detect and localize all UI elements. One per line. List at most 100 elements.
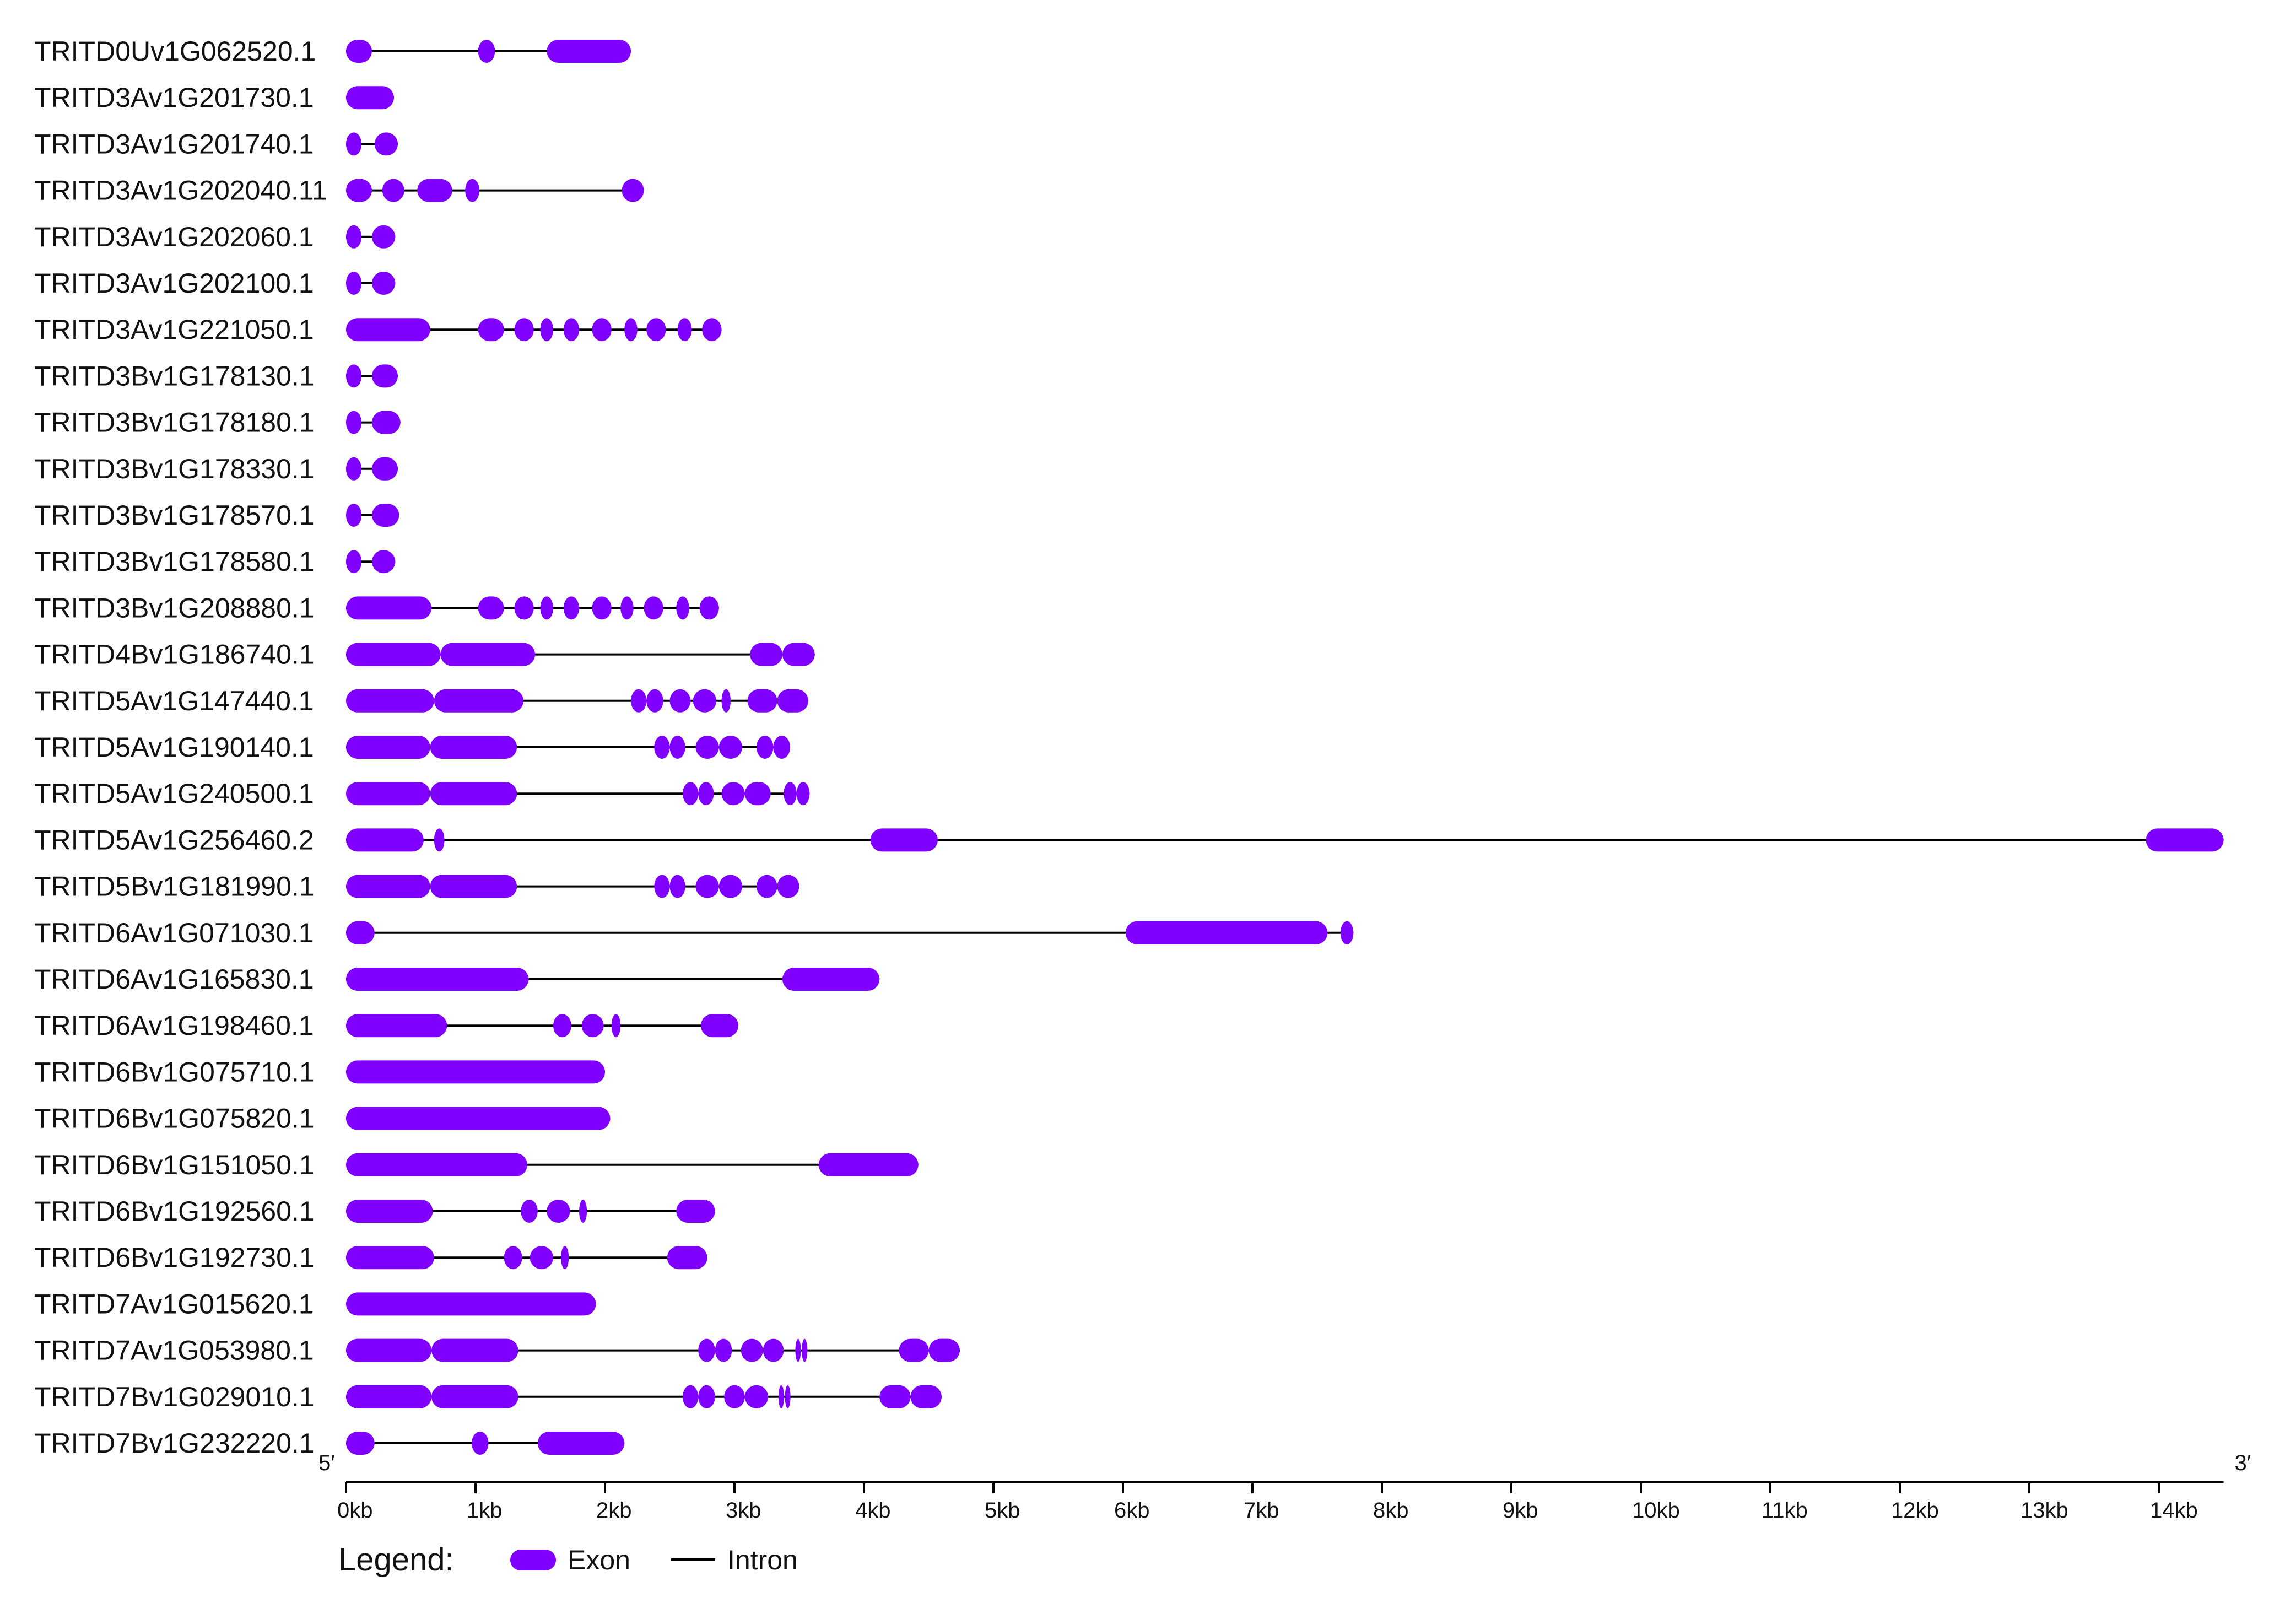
exon-block bbox=[346, 1246, 434, 1270]
exon-block bbox=[417, 179, 452, 202]
gene-name-label: TRITD3Bv1G178570.1 bbox=[34, 500, 315, 531]
gene-row: TRITD5Av1G190140.1 bbox=[34, 732, 791, 763]
exon-block bbox=[478, 596, 504, 620]
exon-block bbox=[346, 225, 362, 249]
gene-row: TRITD3Bv1G178580.1 bbox=[34, 546, 396, 577]
gene-row: TRITD3Av1G202100.1 bbox=[34, 268, 396, 299]
gene-row: TRITD7Bv1G029010.1 bbox=[34, 1381, 942, 1412]
exon-block bbox=[700, 1014, 739, 1038]
axis-tick-label: 11kb bbox=[1762, 1498, 1808, 1523]
exon-block bbox=[471, 1432, 489, 1455]
gene-row: TRITD5Av1G147440.1 bbox=[34, 686, 808, 716]
axis-tick-label: 10kb bbox=[1632, 1498, 1680, 1523]
gene-name-label: TRITD7Av1G053980.1 bbox=[34, 1335, 314, 1366]
exon-block bbox=[346, 1338, 432, 1362]
exon-block bbox=[431, 1385, 518, 1408]
exon-block bbox=[750, 643, 782, 666]
gene-name-label: TRITD3Av1G221050.1 bbox=[34, 314, 314, 345]
axis-tick-label: 4kb bbox=[855, 1498, 891, 1523]
exon-block bbox=[561, 1246, 569, 1270]
gene-row: TRITD6Bv1G192730.1 bbox=[34, 1242, 707, 1273]
exon-block bbox=[683, 782, 699, 806]
gene-name-label: TRITD3Bv1G208880.1 bbox=[34, 592, 315, 623]
exon-block bbox=[346, 504, 362, 527]
exon-block bbox=[540, 318, 553, 342]
gene-name-label: TRITD6Bv1G075820.1 bbox=[34, 1103, 315, 1134]
gene-name-label: TRITD7Bv1G232220.1 bbox=[34, 1428, 315, 1459]
exon-block bbox=[818, 1153, 919, 1176]
exon-block bbox=[698, 1385, 715, 1408]
axis-tick-label: 9kb bbox=[1503, 1498, 1538, 1523]
exon-block bbox=[372, 504, 399, 527]
exon-block bbox=[346, 179, 372, 202]
gene-name-label: TRITD6Av1G071030.1 bbox=[34, 917, 314, 948]
genes-layer: TRITD0Uv1G062520.1 TRITD3Av1G201730.1 TRIT… bbox=[34, 36, 2224, 1459]
gene-name-label: TRITD3Bv1G178130.1 bbox=[34, 360, 315, 391]
exon-block bbox=[346, 596, 432, 620]
exon-block bbox=[676, 596, 689, 620]
exon-block bbox=[721, 689, 731, 713]
exon-block bbox=[514, 318, 534, 342]
gene-name-label: TRITD6Bv1G192560.1 bbox=[34, 1196, 315, 1227]
gene-name-label: TRITD6Bv1G075710.1 bbox=[34, 1056, 315, 1087]
exon-block bbox=[654, 736, 670, 759]
exon-block bbox=[478, 40, 495, 63]
exon-block bbox=[763, 1338, 784, 1362]
exon-block bbox=[346, 968, 529, 991]
gene-name-label: TRITD3Av1G202060.1 bbox=[34, 222, 314, 252]
axis-tick-label: 13kb bbox=[2021, 1498, 2068, 1523]
exon-block bbox=[346, 1200, 433, 1223]
exon-block bbox=[715, 1338, 732, 1362]
legend-intron-label: Intron bbox=[727, 1545, 798, 1575]
exon-block bbox=[1340, 921, 1354, 944]
axis-tick-label: 1kb bbox=[467, 1498, 503, 1523]
exon-block bbox=[434, 828, 445, 852]
gene-name-label: TRITD4Bv1G186740.1 bbox=[34, 639, 315, 670]
exon-block bbox=[431, 1338, 518, 1362]
exon-block bbox=[644, 596, 663, 620]
exon-block bbox=[553, 1014, 571, 1038]
exon-block bbox=[478, 318, 504, 342]
exon-block bbox=[372, 457, 398, 481]
exon-block bbox=[530, 1246, 553, 1270]
exon-block bbox=[802, 1338, 808, 1362]
gene-row: TRITD6Bv1G192560.1 bbox=[34, 1196, 715, 1227]
exon-block bbox=[382, 179, 404, 202]
exon-block bbox=[372, 225, 396, 249]
exon-block bbox=[910, 1385, 942, 1408]
gene-name-label: TRITD3Bv1G178580.1 bbox=[34, 546, 315, 577]
exon-block bbox=[346, 40, 372, 63]
exon-block bbox=[683, 1385, 699, 1408]
exon-block bbox=[724, 1385, 745, 1408]
gene-row: TRITD6Bv1G151050.1 bbox=[34, 1149, 919, 1180]
exon-block bbox=[430, 782, 517, 806]
legend: Legend: Exon Intron bbox=[338, 1542, 798, 1578]
exon-block bbox=[646, 689, 663, 713]
exon-block bbox=[581, 1014, 604, 1038]
exon-block bbox=[563, 318, 579, 342]
gene-row: TRITD6Av1G071030.1 bbox=[34, 917, 1354, 948]
exon-block bbox=[547, 1200, 570, 1223]
axis-tick-label: 8kb bbox=[1373, 1498, 1409, 1523]
gene-name-label: TRITD5Bv1G181990.1 bbox=[34, 871, 315, 902]
exon-block bbox=[676, 1200, 715, 1223]
axis-tick-label: 3kb bbox=[726, 1498, 761, 1523]
exon-block bbox=[669, 689, 691, 713]
exon-block bbox=[777, 875, 799, 898]
exon-block bbox=[346, 1060, 605, 1084]
exon-block bbox=[646, 318, 666, 342]
gene-name-label: TRITD5Av1G147440.1 bbox=[34, 686, 314, 716]
axis-tick-label: 2kb bbox=[596, 1498, 632, 1523]
gene-row: TRITD3Av1G201740.1 bbox=[34, 128, 398, 159]
gene-row: TRITD7Bv1G232220.1 bbox=[34, 1428, 625, 1459]
axis-ticks: 0kb 1kb 2kb 3kb 4kb 5kb 6kb 7kb 8kb 9kb 10kb 11kb 12… bbox=[337, 1482, 2198, 1523]
axis-tick-label: 12kb bbox=[1891, 1498, 1939, 1523]
exon-block bbox=[540, 596, 553, 620]
exon-block bbox=[504, 1246, 522, 1270]
exon-block bbox=[346, 364, 362, 388]
gene-name-label: TRITD6Av1G165830.1 bbox=[34, 964, 314, 995]
exon-block bbox=[667, 1246, 707, 1270]
exon-block bbox=[669, 875, 685, 898]
